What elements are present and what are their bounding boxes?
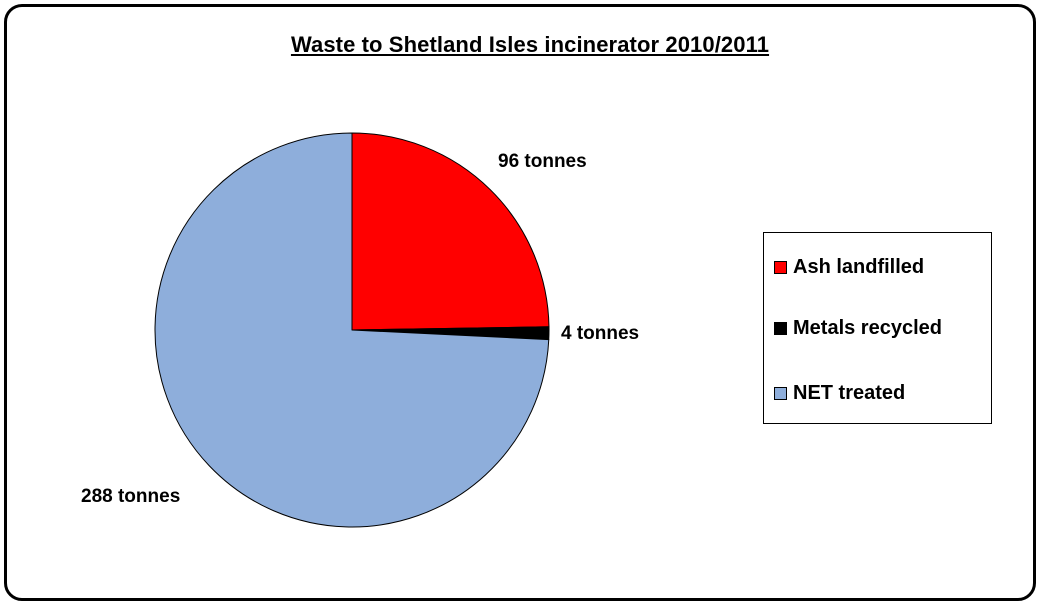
legend-swatch-ash-landfilled — [774, 260, 787, 274]
legend-swatch-net-treated — [774, 386, 787, 400]
legend-item-ash-landfilled: Ash landfilled — [774, 255, 924, 279]
legend-label-net-treated: NET treated — [793, 381, 906, 404]
pie-slice-net-treated — [154, 132, 550, 528]
legend-swatch-metals-recycled — [774, 321, 787, 335]
legend: Ash landfilled Metals recycled NET treat… — [763, 232, 992, 424]
legend-item-metals-recycled: Metals recycled — [774, 316, 942, 340]
data-label-ash-landfilled: 96 tonnes — [498, 151, 587, 172]
legend-item-net-treated: NET treated — [774, 381, 905, 405]
legend-label-ash-landfilled: Ash landfilled — [793, 255, 925, 278]
chart-title: Waste to Shetland Isles incinerator 2010… — [290, 32, 770, 57]
data-label-metals-recycled: 4 tonnes — [561, 323, 640, 344]
legend-label-metals-recycled: Metals recycled — [793, 316, 942, 339]
data-label-net-treated: 288 tonnes — [81, 486, 181, 507]
pie-slice-ash-landfilled — [351, 132, 550, 331]
